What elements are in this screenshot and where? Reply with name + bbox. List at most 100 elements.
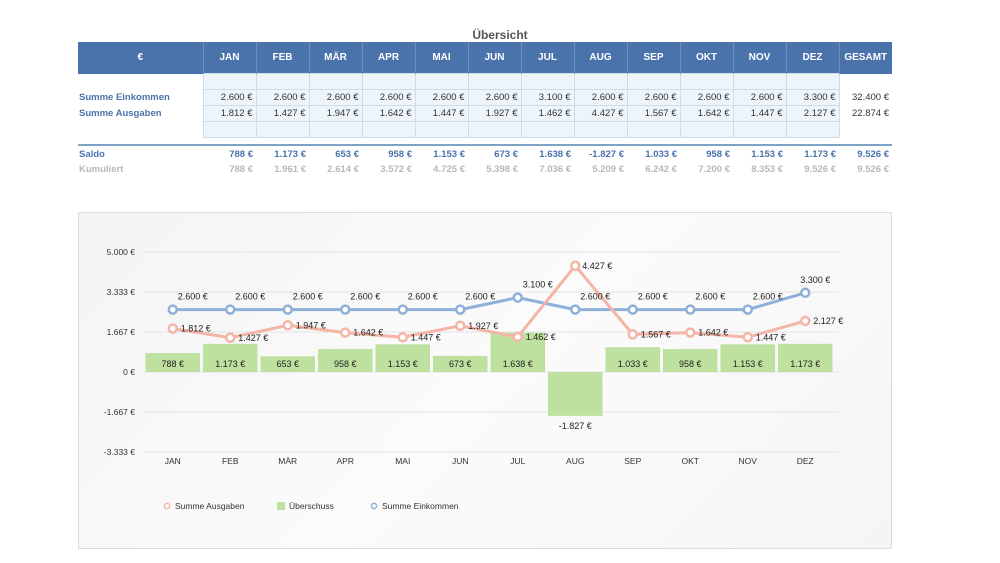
bar-data-label: 1.638 € xyxy=(503,359,533,369)
y-tick-label: -3.333 € xyxy=(104,447,135,457)
table-cell: 7.036 € xyxy=(539,163,571,175)
line-data-label: 2.600 € xyxy=(695,292,725,302)
table-cell: 2.600 € xyxy=(255,89,310,106)
legend-label: Überschuss xyxy=(289,501,334,511)
bar-data-label: 1.153 € xyxy=(733,359,763,369)
table-cell: 4.725 € xyxy=(433,163,465,175)
header-jun: JUN xyxy=(468,42,522,74)
data-point xyxy=(627,304,638,315)
data-point xyxy=(742,304,753,315)
table-cell: 1.447 € xyxy=(732,105,787,122)
table-cell: 5.398 € xyxy=(486,163,518,175)
data-point xyxy=(282,304,293,315)
line-data-label: 2.600 € xyxy=(178,292,208,302)
saldo-row: Saldo 788 €1.173 €653 €958 €1.153 €673 €1… xyxy=(78,144,892,162)
bar xyxy=(663,349,718,373)
header-sep: SEP xyxy=(627,42,681,74)
table-cell: 673 € xyxy=(468,144,521,162)
spacer-row xyxy=(78,121,892,138)
line-data-label: 1.947 € xyxy=(296,320,326,330)
y-tick-label: 1.667 € xyxy=(107,327,136,337)
table-cell: 1.427 € xyxy=(255,105,310,122)
x-tick-label: MAI xyxy=(395,456,410,466)
table-cell: 788 € xyxy=(203,144,256,162)
table-cell: 788 € xyxy=(229,163,253,175)
legend-label: Summe Ausgaben xyxy=(175,501,245,511)
header-mar: MÄR xyxy=(309,42,363,74)
table-cell: 2.600 € xyxy=(414,89,469,106)
bar xyxy=(433,355,488,373)
bar-data-label: 1.153 € xyxy=(388,359,418,369)
table-cell: 1.567 € xyxy=(626,105,681,122)
table-cell: 1.947 € xyxy=(308,105,363,122)
line-data-label: 1.447 € xyxy=(756,332,786,342)
x-tick-label: JUL xyxy=(510,456,525,466)
table-cell: 1.173 € xyxy=(786,144,839,162)
line-data-label: 2.600 € xyxy=(408,292,438,302)
y-tick-label: 3.333 € xyxy=(107,287,136,297)
data-point xyxy=(800,287,811,299)
bar xyxy=(778,343,833,373)
overview-chart: 5.000 € 3.333 € 1.667 € 0 € -1.667 € -3.333 €… xyxy=(104,247,843,511)
line-data-label: 1.427 € xyxy=(238,333,268,343)
header-apr: APR xyxy=(362,42,416,74)
data-point xyxy=(455,304,466,315)
bar-data-label: 1.173 € xyxy=(215,359,245,369)
row-label: Summe Ausgaben xyxy=(79,108,162,119)
data-point xyxy=(627,329,638,340)
data-point xyxy=(340,327,351,338)
x-tick-label: APR xyxy=(337,456,354,466)
line-data-label: 1.462 € xyxy=(526,332,556,342)
legend-swatch xyxy=(277,502,285,510)
data-point xyxy=(742,332,753,343)
table-cell: 22.874 € xyxy=(852,108,889,119)
table-cell: 6.242 € xyxy=(645,163,677,175)
table-cell: 1.642 € xyxy=(679,105,734,122)
data-point xyxy=(340,304,351,315)
y-tick-label: 5.000 € xyxy=(107,247,136,257)
header-jul: JUL xyxy=(521,42,575,74)
header-aug: AUG xyxy=(574,42,628,74)
bar xyxy=(260,356,315,373)
table-cell: 32.400 € xyxy=(852,92,889,103)
bar xyxy=(375,344,430,373)
table-row: Summe Einkommen 2.600 €2.600 €2.600 €2.60… xyxy=(78,89,892,106)
table-cell: 958 € xyxy=(362,144,415,162)
data-point xyxy=(397,332,408,343)
line-data-label: 3.300 € xyxy=(800,275,830,285)
data-point xyxy=(282,320,293,331)
bar-data-label: 1.033 € xyxy=(618,359,648,369)
y-tick-label: -1.667 € xyxy=(104,407,135,417)
line-data-label: 2.127 € xyxy=(813,316,843,326)
bar-data-label: 673 € xyxy=(449,359,472,369)
table-cell: 2.600 € xyxy=(361,89,416,106)
line-data-label: 1.812 € xyxy=(181,324,211,334)
table-header-row: € JAN FEB MÄR APR MAI JUN JUL AUG SEP OK… xyxy=(78,42,892,74)
table-cell: 5.209 € xyxy=(592,163,624,175)
header-currency: € xyxy=(78,42,204,74)
x-tick-label: OKT xyxy=(682,456,699,466)
row-label: Saldo xyxy=(78,144,203,162)
table-cell: 1.447 € xyxy=(414,105,469,122)
row-label: Kumuliert xyxy=(79,163,124,175)
table-cell: 2.600 € xyxy=(679,89,734,106)
table-cell: 3.300 € xyxy=(785,89,840,106)
data-point xyxy=(455,320,466,332)
line-data-label: 2.600 € xyxy=(235,292,265,302)
x-tick-label: FEB xyxy=(222,456,239,466)
table-cell: 7.200 € xyxy=(698,163,730,175)
table-cell: 1.462 € xyxy=(520,105,575,122)
line-data-label: 1.447 € xyxy=(411,332,441,342)
data-point xyxy=(397,304,408,315)
x-tick-label: AUG xyxy=(566,456,584,466)
x-tick-label: JAN xyxy=(165,456,181,466)
bar xyxy=(203,343,258,373)
table-cell: 1.642 € xyxy=(361,105,416,122)
bar-data-label: 958 € xyxy=(679,359,702,369)
line-data-label: 1.642 € xyxy=(698,328,728,338)
table-row: Summe Ausgaben 1.812 €1.427 €1.947 €1.642… xyxy=(78,105,892,122)
header-dez: DEZ xyxy=(786,42,840,74)
table-cell: 2.127 € xyxy=(785,105,840,122)
line-data-label: 2.600 € xyxy=(293,292,323,302)
table-cell: 1.961 € xyxy=(274,163,306,175)
